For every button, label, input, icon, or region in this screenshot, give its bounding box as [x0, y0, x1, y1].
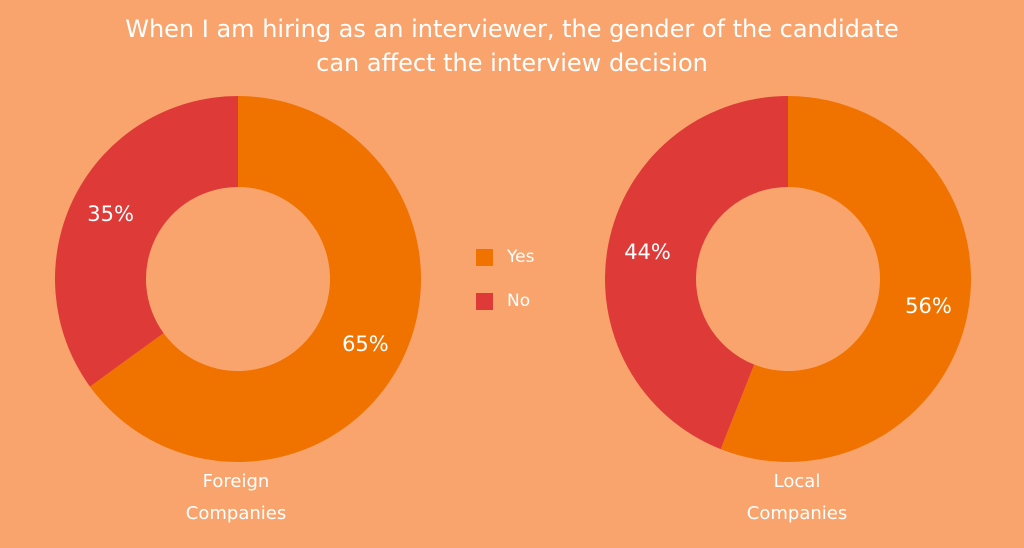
- slice-foreign-no: [55, 95, 238, 387]
- caption-local-line-2: Companies: [746, 503, 848, 524]
- data-label-local-no: 44%: [624, 240, 671, 264]
- caption-foreign-companies: Foreign Companies: [136, 466, 336, 530]
- data-label-local-yes: 56%: [905, 294, 952, 318]
- legend-swatch-yes: [476, 248, 493, 266]
- donut-chart-local: 56% 44%: [604, 96, 971, 462]
- caption-local-line-1: Local: [773, 471, 821, 492]
- legend-item-yes: Yes: [476, 246, 534, 268]
- donut-chart-foreign: 65% 35%: [55, 95, 421, 462]
- legend: Yes No: [476, 246, 534, 334]
- legend-label-no: No: [507, 291, 531, 311]
- legend-swatch-no: [476, 292, 493, 310]
- legend-item-no: No: [476, 290, 534, 312]
- title-line-2: can affect the interview decision: [316, 49, 708, 77]
- caption-foreign-line-2: Companies: [185, 503, 287, 524]
- data-label-foreign-no: 35%: [87, 202, 134, 226]
- chart-title: When I am hiring as an interviewer, the …: [0, 12, 1024, 80]
- caption-local-companies: Local Companies: [697, 466, 897, 530]
- legend-label-yes: Yes: [507, 247, 535, 267]
- slice-foreign-yes: [89, 96, 421, 462]
- slice-local-no: [604, 96, 788, 450]
- caption-foreign-line-1: Foreign: [202, 471, 270, 492]
- title-line-1: When I am hiring as an interviewer, the …: [125, 15, 899, 43]
- data-label-foreign-yes: 65%: [342, 332, 389, 356]
- slice-local-yes: [720, 96, 971, 462]
